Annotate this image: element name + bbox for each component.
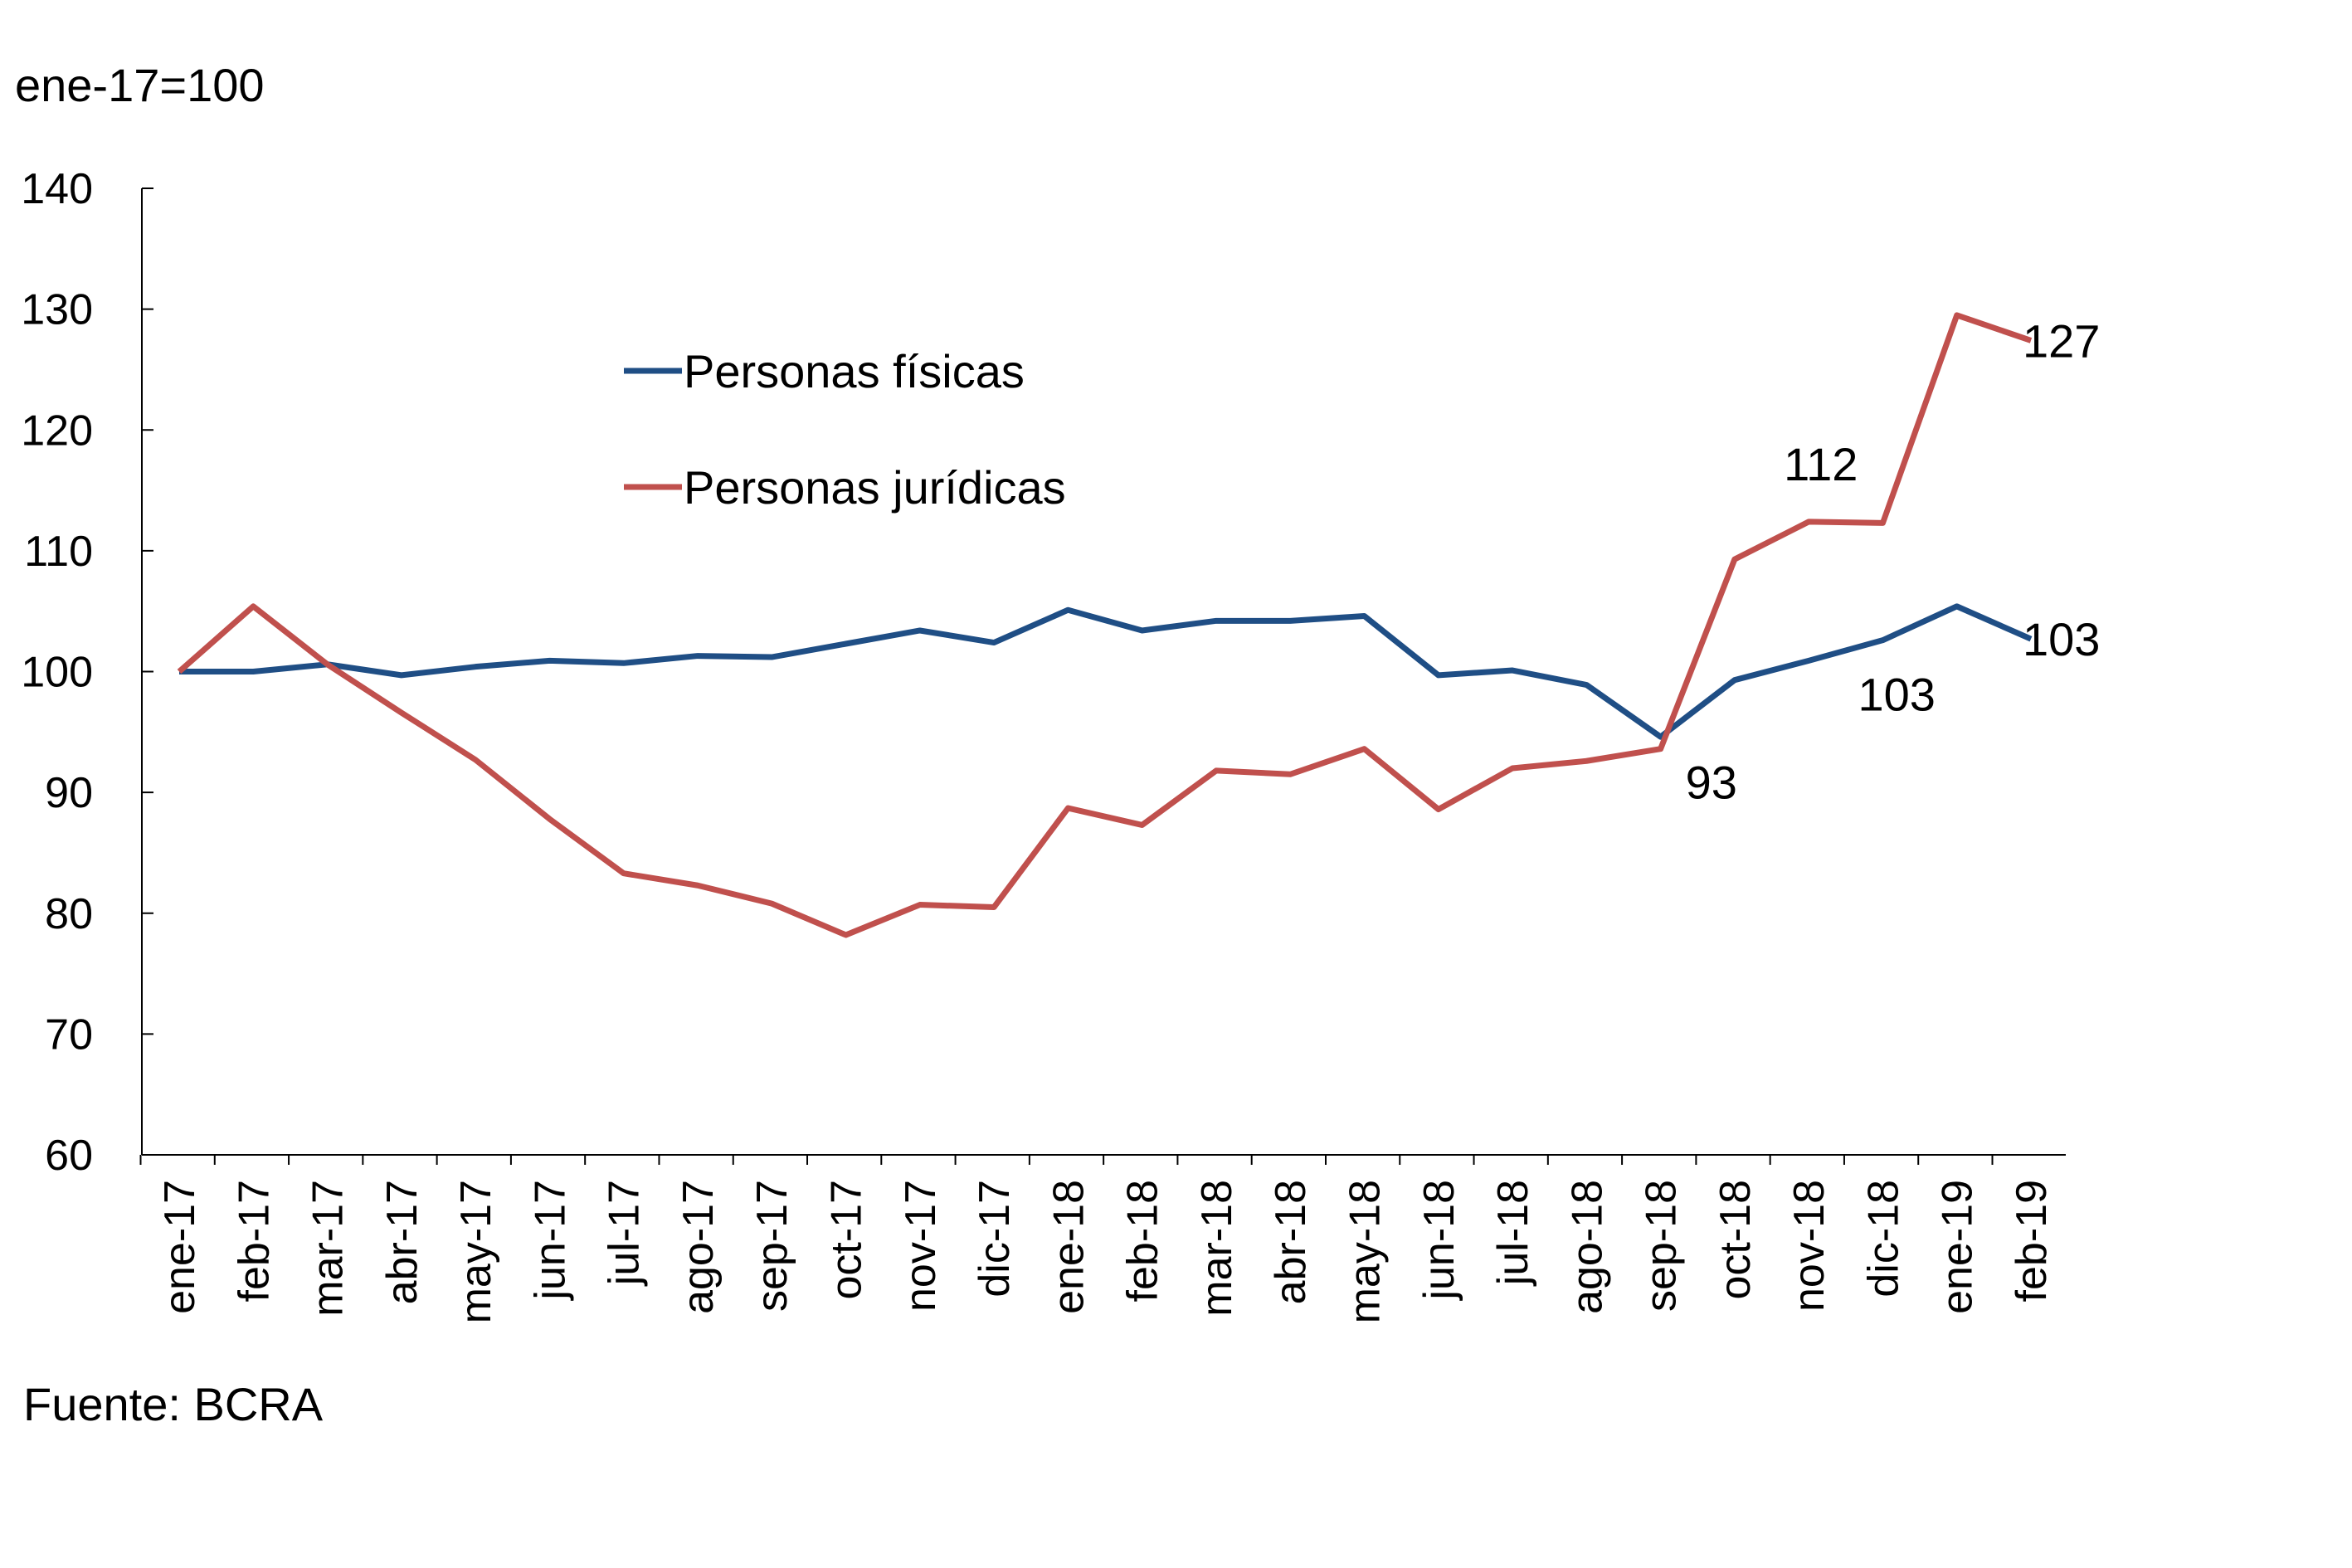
y-tick-label: 90 [45,769,93,817]
x-tick-label: nov-17 [897,1180,945,1312]
y-tick-label: 60 [45,1132,93,1180]
x-tick-label: ene-17 [156,1180,204,1314]
series-line-2 [177,312,2033,938]
x-tick-label: sep-17 [748,1180,796,1312]
x-tick-label: feb-18 [1119,1180,1167,1302]
data-label: 112 [1784,438,1858,490]
x-tick-label: jul-17 [601,1180,649,1287]
x-tick-label: ago-17 [674,1180,723,1314]
source-note: Fuente: BCRA [23,1378,324,1430]
data-label: 127 [2023,314,2100,367]
y-tick-label: 70 [45,1010,93,1059]
y-tick-label: 80 [45,890,93,938]
x-tick-label: mar-17 [304,1180,353,1317]
legend-label: Personas físicas [684,345,1025,397]
x-tick-label: ene-19 [1934,1180,1982,1314]
x-tick-label: sep-18 [1638,1180,1686,1312]
x-tick-label: nov-18 [1785,1180,1833,1312]
data-label: 93 [1686,757,1737,809]
data-label: 103 [2023,613,2100,665]
x-tick-label: may-17 [452,1180,500,1323]
x-tick-label: dic-17 [971,1180,1019,1298]
x-tick-label: feb-17 [230,1180,278,1302]
x-tick-label: ago-18 [1563,1180,1611,1314]
x-tick-label: jun-17 [526,1180,574,1302]
y-tick-label: 110 [24,528,93,576]
x-tick-label: may-18 [1341,1180,1389,1323]
x-tick-label: oct-17 [823,1180,871,1300]
x-tick-label: abr-18 [1267,1180,1315,1304]
data-label: 103 [1858,669,1935,721]
x-tick-label: feb-19 [2008,1180,2056,1302]
x-tick-label: mar-18 [1193,1180,1241,1317]
y-tick-label: 140 [21,165,93,213]
x-tick-label: ene-18 [1045,1180,1093,1314]
x-tick-label: jun-18 [1415,1180,1463,1302]
y-tick-label: 100 [21,649,93,697]
unit-label: ene-17=100 [15,59,265,111]
y-tick-label: 120 [21,407,93,455]
legend-label: Personas jurídicas [684,461,1066,514]
x-tick-label: abr-17 [378,1180,426,1304]
y-tick-label: 130 [21,286,93,334]
x-tick-label: jul-18 [1489,1180,1537,1287]
series-line-1 [179,603,2033,740]
x-tick-label: oct-18 [1712,1180,1760,1300]
x-tick-label: dic-18 [1859,1180,1907,1298]
